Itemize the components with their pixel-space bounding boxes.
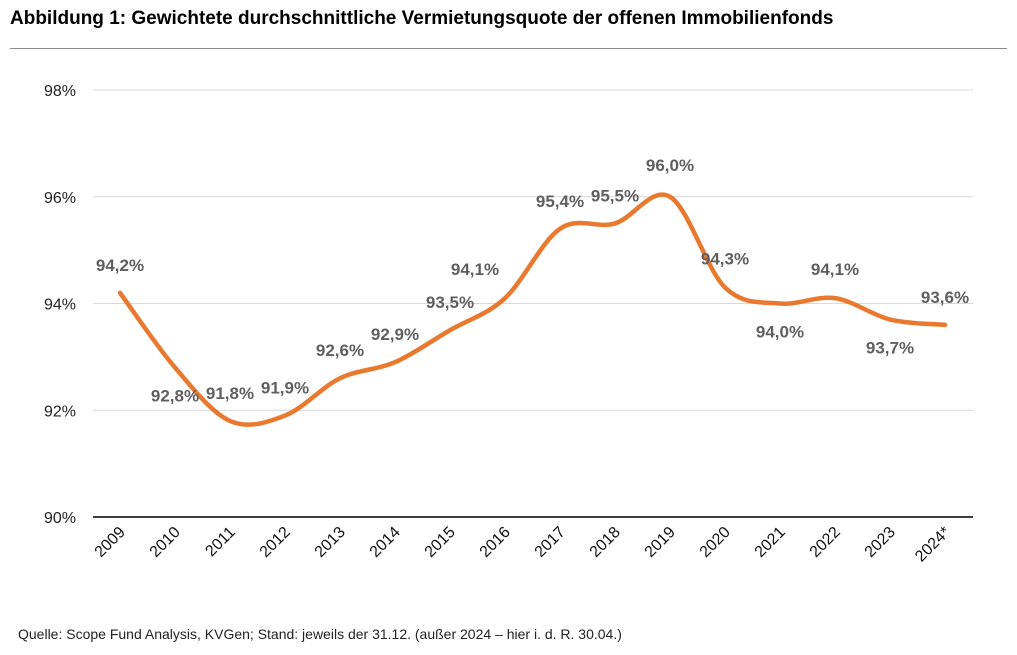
x-tick-label: 2016	[477, 524, 514, 561]
data-label: 92,6%	[316, 341, 364, 360]
y-axis-ticks: 90% 92% 94% 96% 98%	[44, 83, 76, 527]
x-tick-label: 2013	[312, 524, 349, 561]
data-label: 91,8%	[206, 384, 254, 403]
data-label: 92,8%	[151, 387, 199, 406]
data-labels: 94,2% 92,8% 91,8% 91,9% 92,6% 92,9% 93,5% 94,1%…	[96, 156, 969, 406]
data-label: 96,0%	[646, 156, 694, 175]
x-tick-label: 2020	[697, 524, 734, 561]
data-label: 93,6%	[921, 288, 969, 307]
y-tick-label: 90%	[44, 510, 76, 527]
data-label: 94,2%	[96, 256, 144, 275]
chart-title: Abbildung 1: Gewichtete durchschnittlich…	[10, 8, 834, 29]
data-label: 94,1%	[451, 260, 499, 279]
x-tick-label: 2024*	[912, 524, 954, 566]
y-tick-label: 94%	[44, 297, 76, 314]
data-label: 92,9%	[371, 325, 419, 344]
title-divider	[10, 48, 1007, 49]
x-tick-label: 2010	[147, 524, 184, 561]
data-label: 91,9%	[261, 379, 309, 398]
x-tick-label: 2022	[807, 524, 844, 561]
data-label: 93,5%	[426, 293, 474, 312]
line-chart: 90% 92% 94% 96% 98% 2009 2010 2011 2012 2013 2014…	[44, 83, 973, 566]
x-tick-label: 2018	[587, 524, 624, 561]
x-tick-label: 2012	[257, 524, 294, 561]
series-line	[117, 192, 948, 427]
data-label: 95,5%	[591, 186, 639, 205]
y-tick-label: 96%	[44, 190, 76, 207]
x-axis-ticks: 2009 2010 2011 2012 2013 2014 2015 2016 2017 2018…	[92, 524, 954, 566]
data-label: 94,3%	[701, 249, 749, 268]
x-tick-label: 2017	[532, 524, 569, 561]
gridlines	[93, 89, 973, 411]
x-tick-label: 2023	[862, 524, 899, 561]
data-label: 94,0%	[756, 323, 804, 342]
x-tick-label: 2021	[752, 524, 789, 561]
x-tick-label: 2014	[367, 524, 404, 561]
data-label: 94,1%	[811, 260, 859, 279]
x-tick-label: 2015	[422, 524, 459, 561]
data-label: 93,7%	[866, 339, 914, 358]
source-note: Quelle: Scope Fund Analysis, KVGen; Stan…	[18, 626, 622, 642]
data-label: 95,4%	[536, 192, 584, 211]
x-tick-label: 2011	[202, 524, 238, 560]
y-tick-label: 92%	[44, 403, 76, 420]
x-tick-label: 2019	[642, 524, 679, 561]
y-tick-label: 98%	[44, 83, 76, 100]
x-tick-label: 2009	[92, 524, 129, 561]
